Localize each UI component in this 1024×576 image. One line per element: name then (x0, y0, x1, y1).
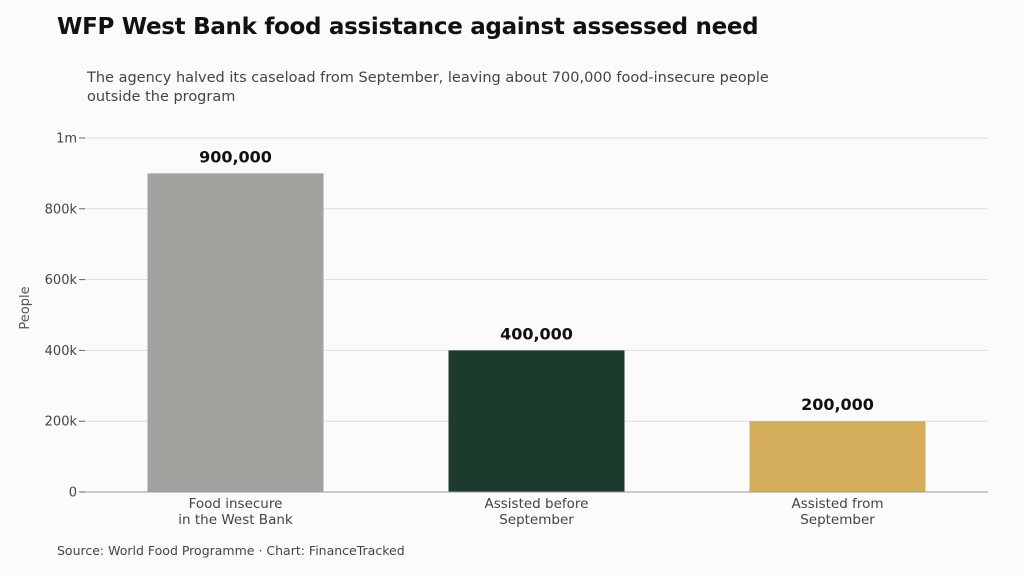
data-label: 400,000 (500, 324, 573, 343)
y-tick-label: 0 (69, 486, 77, 501)
chart-subtitle: The agency halved its caseload from Sept… (87, 70, 769, 105)
source-note: Source: World Food Programme · Chart: Fi… (57, 543, 405, 558)
x-category-label: Assisted from September (792, 496, 884, 528)
y-tick-label: 600k (45, 273, 78, 288)
bars (147, 173, 926, 492)
y-tick-label: 800k (45, 202, 78, 217)
y-tick-label: 400k (45, 344, 78, 359)
chart-title: WFP West Bank food assistance against as… (57, 14, 759, 40)
y-axis-ticks: 0 200k 400k 600k 800k 1m (45, 132, 85, 501)
data-labels: 900,000 400,000 200,000 (199, 147, 874, 414)
bar (749, 421, 926, 492)
y-tick-label: 1m (56, 132, 77, 147)
x-axis-categories: Food insecure in the West Bank Assisted be… (178, 496, 883, 528)
bar (147, 173, 324, 492)
data-label: 200,000 (801, 395, 874, 414)
data-label: 900,000 (199, 147, 272, 166)
y-tick-label: 200k (45, 415, 78, 430)
x-category-label: Assisted before September (485, 496, 589, 528)
y-axis-label: People (18, 286, 33, 329)
x-category-label: Food insecure in the West Bank (178, 496, 293, 528)
bar (448, 350, 625, 492)
